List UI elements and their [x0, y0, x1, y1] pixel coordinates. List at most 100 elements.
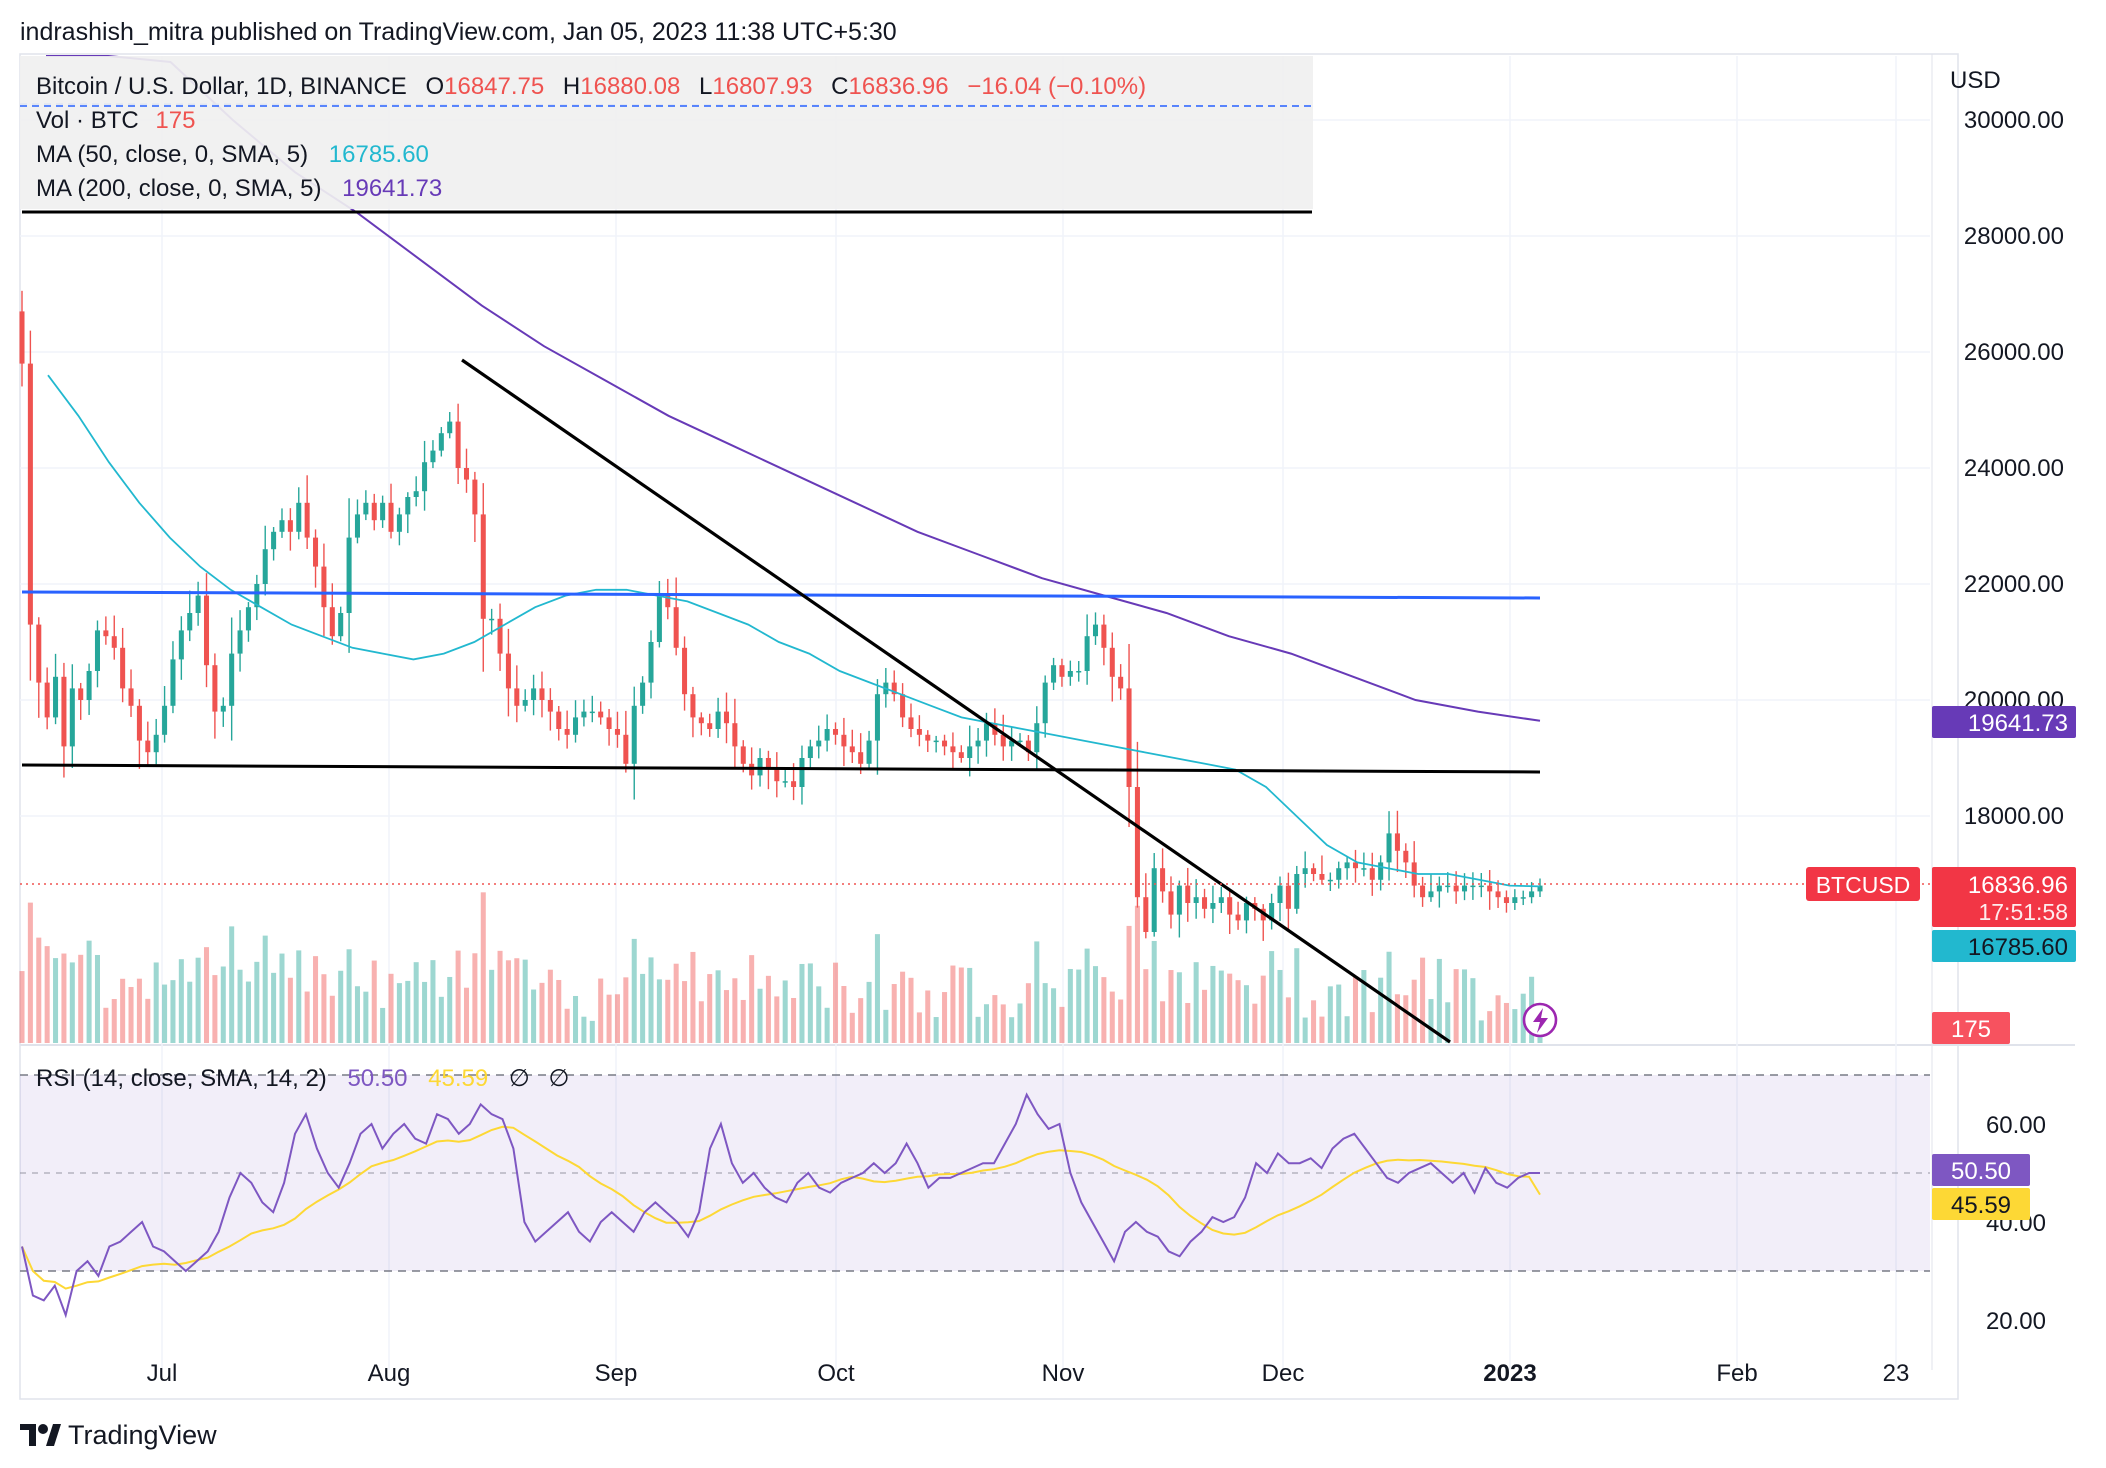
- rsi-sma-line: [21, 1125, 1541, 1290]
- horizontal-level-blue[interactable]: [21, 590, 1541, 600]
- candle-body: [321, 566, 327, 608]
- legend-ma50-label: MA (50, close, 0, SMA, 5): [36, 141, 308, 168]
- volume-bar: [120, 978, 126, 1043]
- candle-body: [1470, 885, 1476, 888]
- candle-body: [1503, 897, 1509, 903]
- support-line[interactable]: [21, 763, 1541, 774]
- volume-bar: [698, 1001, 704, 1043]
- volume-bar: [883, 1009, 889, 1043]
- candle-body: [606, 717, 612, 729]
- time-tick: Dec: [1262, 1360, 1305, 1387]
- candle-body: [1269, 903, 1275, 921]
- candle-body: [346, 537, 352, 613]
- volume-bar: [866, 981, 872, 1043]
- time-tick-year: 2023: [1483, 1360, 1536, 1387]
- candlesticks[interactable]: [19, 290, 1543, 941]
- volume-bar: [1235, 980, 1241, 1043]
- volume-bar: [640, 973, 646, 1043]
- volume-bar: [598, 978, 604, 1043]
- price-tick: 24000.00: [1964, 455, 2064, 482]
- volume-bar: [296, 950, 302, 1043]
- candle-body: [832, 729, 839, 735]
- volume-bar: [606, 994, 612, 1043]
- volume-bar: [807, 963, 813, 1043]
- candle-body: [1000, 734, 1006, 747]
- price-tick: 18000.00: [1964, 803, 2064, 830]
- legend-symbol[interactable]: Bitcoin / U.S. Dollar, 1D, BINANCE: [36, 73, 407, 100]
- candle-body: [1445, 885, 1451, 888]
- price-axis[interactable]: 30000.00 28000.00 26000.00 24000.00 2200…: [1964, 107, 2064, 830]
- descending-trendline[interactable]: [461, 358, 1451, 1044]
- candle-body: [874, 694, 880, 741]
- candle-body: [1369, 868, 1375, 880]
- volume-bar: [111, 999, 117, 1043]
- time-axis[interactable]: Jul Aug Sep Oct Nov Dec 2023 Feb 23: [147, 1360, 1910, 1387]
- candle-body: [723, 711, 730, 724]
- volume-bar: [757, 988, 763, 1043]
- volume-bar: [313, 956, 319, 1043]
- candle-body: [153, 734, 159, 753]
- volume-bar: [799, 963, 805, 1043]
- candle-body: [405, 497, 411, 515]
- volume-bar: [623, 977, 629, 1043]
- candle-body: [187, 613, 193, 631]
- volume-bar: [396, 983, 402, 1043]
- volume-bar: [1478, 1020, 1484, 1043]
- volume-bar: [1327, 986, 1333, 1043]
- candle-body: [690, 694, 696, 718]
- volume-bar: [254, 961, 260, 1043]
- volume-bar: [1143, 969, 1149, 1043]
- volume-bar: [1495, 995, 1501, 1043]
- volume-bar: [1210, 965, 1216, 1043]
- candle-body: [19, 311, 25, 364]
- volume-bar: [874, 934, 880, 1043]
- candle-body: [220, 705, 226, 712]
- volume-bar: [614, 994, 620, 1043]
- candle-body: [86, 671, 92, 700]
- volume-bar: [36, 937, 42, 1043]
- candle-body: [631, 705, 637, 764]
- candle-body: [774, 769, 780, 782]
- volume-bar: [1462, 969, 1468, 1043]
- volume-bar: [967, 967, 973, 1043]
- volume-bar: [1042, 983, 1048, 1043]
- candle-body: [53, 676, 59, 718]
- candle-body: [698, 717, 704, 724]
- tradingview-logo[interactable]: TradingView: [20, 1420, 217, 1450]
- volume-badge: 175: [1932, 1012, 2010, 1044]
- candle-body: [237, 630, 243, 654]
- candle-body: [950, 746, 956, 753]
- volume-bar: [170, 980, 176, 1043]
- time-tick: Feb: [1716, 1360, 1757, 1387]
- price-tick: 26000.00: [1964, 339, 2064, 366]
- volume-bar: [673, 963, 679, 1043]
- rsi-axis[interactable]: 60.00 40.00 20.00: [1986, 1112, 2046, 1335]
- volume-bar: [682, 981, 688, 1043]
- rsi-tick: 20.00: [1986, 1308, 2046, 1335]
- candle-body: [136, 705, 142, 741]
- legend-ma50-row[interactable]: MA (50, close, 0, SMA, 5) 16785.60: [36, 141, 429, 168]
- legend-high-label: H: [563, 73, 580, 100]
- volume-bar: [245, 981, 251, 1043]
- legend-ma200-row[interactable]: MA (200, close, 0, SMA, 5) 19641.73: [36, 175, 442, 202]
- candle-body: [388, 502, 394, 532]
- candle-body: [841, 734, 847, 747]
- candle-body: [338, 613, 344, 637]
- candle-body: [296, 502, 302, 532]
- rsi-value-badge: 50.50: [1932, 1154, 2030, 1186]
- candle-body: [480, 514, 486, 619]
- lightning-icon[interactable]: [1522, 1002, 1558, 1038]
- candle-body: [522, 700, 528, 706]
- candle-body: [573, 717, 579, 735]
- legend-close-label: C: [831, 73, 848, 100]
- volume-bar: [1260, 975, 1266, 1043]
- candle-body: [665, 595, 671, 608]
- candle-body: [44, 682, 50, 718]
- rsi-badge-text: 50.50: [1951, 1158, 2011, 1185]
- candle-body: [1143, 897, 1149, 932]
- legend-volume-row[interactable]: Vol · BTC 175: [36, 107, 195, 134]
- volume-bar: [1269, 951, 1275, 1043]
- rsi-legend-row[interactable]: RSI (14, close, SMA, 14, 2) 50.50 45.59 …: [36, 1065, 569, 1092]
- volume-bar: [438, 996, 444, 1043]
